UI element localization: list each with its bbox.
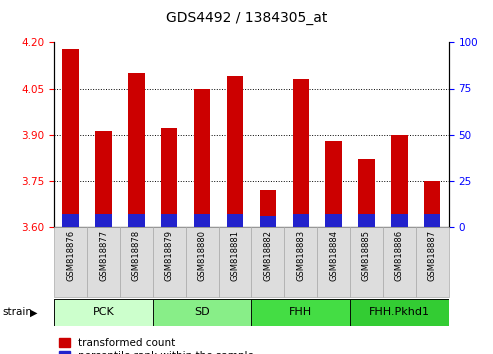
Bar xyxy=(317,227,350,297)
Bar xyxy=(358,214,375,227)
Text: GSM818877: GSM818877 xyxy=(99,230,108,281)
Bar xyxy=(416,227,449,297)
Text: GSM818887: GSM818887 xyxy=(428,230,437,281)
Bar xyxy=(292,214,309,227)
Bar xyxy=(120,227,153,297)
Text: GSM818882: GSM818882 xyxy=(263,230,272,281)
Bar xyxy=(325,141,342,227)
Bar xyxy=(227,214,243,227)
Bar xyxy=(350,299,449,326)
Bar xyxy=(54,299,153,326)
Bar xyxy=(391,214,408,227)
Bar xyxy=(194,214,211,227)
Text: FHH.Pkhd1: FHH.Pkhd1 xyxy=(369,307,430,318)
Bar xyxy=(161,129,177,227)
Bar xyxy=(63,214,79,227)
Bar xyxy=(54,227,87,297)
Bar xyxy=(95,131,112,227)
Bar xyxy=(194,88,211,227)
Bar xyxy=(63,48,79,227)
Bar xyxy=(350,227,383,297)
Bar xyxy=(218,227,251,297)
Bar xyxy=(391,135,408,227)
Bar xyxy=(292,79,309,227)
Bar xyxy=(260,216,276,227)
Text: GDS4492 / 1384305_at: GDS4492 / 1384305_at xyxy=(166,11,327,25)
Bar xyxy=(153,299,251,326)
Text: PCK: PCK xyxy=(93,307,114,318)
Text: GSM818885: GSM818885 xyxy=(362,230,371,281)
Text: ▶: ▶ xyxy=(30,307,37,318)
Bar xyxy=(383,227,416,297)
Text: GSM818876: GSM818876 xyxy=(66,230,75,281)
Text: GSM818878: GSM818878 xyxy=(132,230,141,281)
Text: FHH: FHH xyxy=(289,307,312,318)
Bar xyxy=(260,190,276,227)
Bar xyxy=(161,214,177,227)
Bar xyxy=(424,181,440,227)
Bar xyxy=(87,227,120,297)
Bar xyxy=(128,214,144,227)
Bar xyxy=(186,227,218,297)
Bar xyxy=(128,73,144,227)
Bar xyxy=(325,214,342,227)
Bar xyxy=(227,76,243,227)
Text: GSM818880: GSM818880 xyxy=(198,230,207,281)
Bar xyxy=(95,214,112,227)
Bar xyxy=(251,227,284,297)
Text: GSM818881: GSM818881 xyxy=(231,230,240,281)
Text: GSM818883: GSM818883 xyxy=(296,230,305,281)
Bar xyxy=(358,159,375,227)
Bar xyxy=(251,299,350,326)
Legend: transformed count, percentile rank within the sample: transformed count, percentile rank withi… xyxy=(60,338,254,354)
Text: SD: SD xyxy=(194,307,210,318)
Bar xyxy=(153,227,186,297)
Text: strain: strain xyxy=(2,307,33,318)
Text: GSM818884: GSM818884 xyxy=(329,230,338,281)
Text: GSM818886: GSM818886 xyxy=(395,230,404,281)
Bar xyxy=(424,214,440,227)
Bar xyxy=(284,227,317,297)
Text: GSM818879: GSM818879 xyxy=(165,230,174,281)
